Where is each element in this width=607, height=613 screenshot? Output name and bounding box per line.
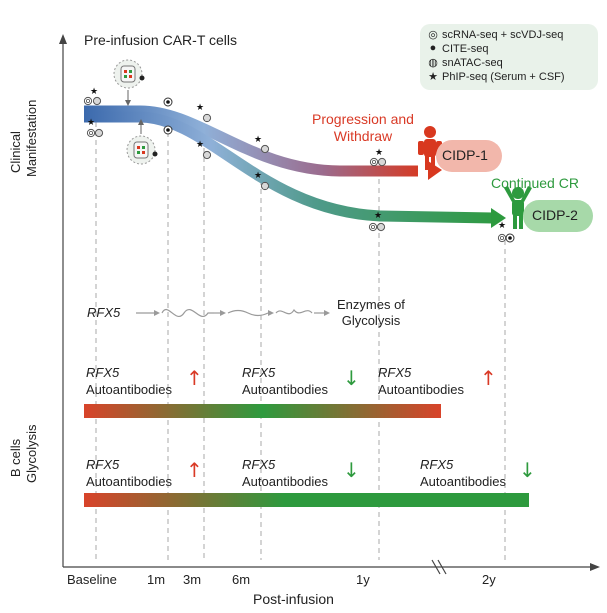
x-tick-2y: 2y [482,572,496,587]
cidp2-badge [523,200,593,232]
rfx5-pathway [136,308,330,317]
bar-annotation: RFX5 Autoantibodies [420,456,506,490]
glycolysis-bar-cidp1 [84,404,441,418]
annotation-label: Autoantibodies [420,474,507,489]
svg-text:★: ★ [196,103,204,113]
y-axis-arrowhead [59,34,67,44]
legend: ◎ scRNA-seq + scVDJ-seq ● CITE-seq ◍ snA… [420,24,598,90]
annotation-label: Autoantibodies [242,382,329,397]
axis-break [431,559,441,575]
annotation-gene: RFX5 [86,457,120,472]
annotation-label: Autoantibodies [242,474,329,489]
y-label-bcells: B cells Glycolysis [8,424,39,483]
x-tick-1m: 1m [147,572,166,587]
bar-annotation: RFX5 Autoantibodies [378,364,464,398]
bar-annotation: RFX5 Autoantibodies [86,456,172,490]
annotation-gene: RFX5 [378,365,412,380]
sample-markers: ★ ★ ★ ★ ★ ★ ★ ★ ★ [83,87,515,243]
svg-text:★: ★ [498,221,506,231]
axis-break [437,559,447,575]
arrow-down-icon: ↓ [343,366,360,390]
cidp1-label: CIDP-1 [442,147,488,163]
bar-annotation: RFX5 Autoantibodies [86,364,172,398]
x-axis-title: Post-infusion [253,591,334,607]
hatched-circle-icon: ◍ [428,57,438,69]
svg-text:★: ★ [375,148,383,158]
cidp1-badge [436,140,502,172]
svg-text:★: ★ [196,140,204,150]
annotation-label: Autoantibodies [378,382,465,397]
bar-annotation: RFX5 Autoantibodies [242,456,328,490]
pathway-gene: RFX5 [87,305,121,320]
annotation-label: Autoantibodies [86,474,173,489]
car-t-bag-icon [126,135,158,165]
arrow-up-icon: ↑ [186,366,203,390]
x-tick-6m: 6m [232,572,251,587]
svg-text:★: ★ [254,135,262,145]
y-label-clinical: Clinical Manifestation [8,99,39,177]
annotation-gene: RFX5 [420,457,454,472]
x-tick-1y: 1y [356,572,370,587]
arrow-up-icon: ↑ [186,458,203,482]
trajectory-cidp2 [84,111,494,224]
annotation-label: Autoantibodies [86,382,173,397]
cidp2-label: CIDP-2 [532,207,578,223]
legend-item-phip: PhIP-seq (Serum + CSF) [442,71,565,83]
legend-item-atac: snATAC-seq [442,57,503,69]
dot-icon: ● [429,42,437,54]
annotation-gene: RFX5 [242,365,276,380]
trajectory-cidp1 [84,105,418,177]
legend-item-cite: CITE-seq [442,43,489,55]
cidp2-outcome: Continued CR [491,175,579,191]
x-tick-baseline: Baseline [67,572,117,587]
car-t-bag-icon [113,59,145,89]
glycolysis-bar-cidp2 [84,493,529,507]
x-tick-3m: 3m [183,572,202,587]
legend-item-scrna: scRNA-seq + scVDJ-seq [442,29,564,41]
svg-text:★: ★ [254,171,262,181]
annotation-gene: RFX5 [242,457,276,472]
svg-text:★: ★ [90,87,98,97]
arrow-up-icon: ↑ [480,366,497,390]
svg-text:★: ★ [87,118,95,128]
x-axis-arrowhead [590,563,600,571]
arrowhead-cidp2 [491,208,506,228]
bar-annotation: RFX5 Autoantibodies [242,364,328,398]
star-icon: ★ [428,71,438,83]
double-ring-icon: ◎ [428,29,438,41]
annotation-gene: RFX5 [86,365,120,380]
arrow-down-icon: ↓ [343,458,360,482]
arrow-down-icon: ↓ [519,458,536,482]
cidp1-outcome: Progression and Withdraw [312,111,414,144]
svg-text:★: ★ [374,211,382,221]
cidp2-person-icon [504,186,532,229]
diagram-title: Pre-infusion CAR-T cells [84,32,238,48]
pathway-product: Enzymes of Glycolysis [337,297,405,328]
